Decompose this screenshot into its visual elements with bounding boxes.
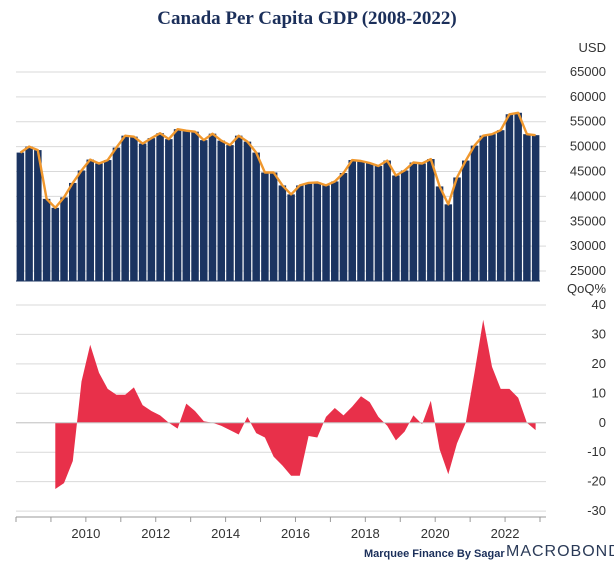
gdp-bar — [165, 139, 173, 281]
x-tick-label: 2014 — [211, 526, 240, 541]
gdp-bar — [121, 135, 129, 281]
gdp-bar — [95, 163, 103, 281]
gdp-bar — [261, 172, 269, 281]
gdp-bar — [418, 163, 426, 281]
gdp-bar — [173, 129, 182, 281]
gdp-bar — [470, 145, 479, 281]
gdp-bar — [365, 163, 374, 281]
gdp-bar — [322, 185, 330, 281]
gdp-line — [19, 111, 536, 210]
gdp-bar — [427, 159, 435, 281]
gdp-bar — [296, 185, 304, 281]
gdp-bar — [304, 182, 313, 281]
gdp-bar — [69, 182, 77, 281]
gdp-bar — [462, 160, 470, 281]
gdp-bar — [156, 133, 164, 281]
gdp-bar — [77, 170, 86, 281]
bottom-y-tick-label: 10 — [592, 385, 606, 400]
gdp-bar — [16, 152, 25, 281]
gdp-bar — [60, 197, 68, 281]
gdp-bar — [112, 147, 121, 281]
top-y-tick-label: 40000 — [570, 188, 606, 203]
top-panel-unit-label: USD — [579, 40, 606, 55]
bottom-y-tick-label: -20 — [587, 474, 606, 489]
chart-title: Canada Per Capita GDP (2008-2022) — [157, 8, 457, 29]
gdp-bar — [531, 135, 540, 281]
gdp-bar — [243, 141, 252, 281]
gdp-bar — [34, 150, 42, 281]
gdp-bar — [147, 138, 156, 281]
gdp-bar — [383, 160, 391, 281]
gdp-bar — [435, 186, 444, 281]
gdp-bar — [86, 159, 94, 281]
top-y-tick-label: 50000 — [570, 139, 606, 154]
bottom-panel-area — [16, 319, 546, 489]
gdp-bar — [514, 112, 522, 281]
gdp-bar — [400, 170, 409, 281]
gdp-bar — [496, 130, 505, 281]
qoq-area — [55, 319, 536, 489]
gdp-bar — [226, 145, 234, 281]
gdp-bar — [479, 135, 487, 281]
gdp-bar — [191, 131, 199, 281]
gdp-bar — [103, 160, 112, 281]
x-axis: 2010 2012 2014 2016 2018 2020 2022 — [15, 516, 546, 541]
x-tick-label: 2016 — [281, 526, 310, 541]
top-y-tick-label: 25000 — [570, 263, 606, 278]
gdp-bar — [138, 143, 147, 281]
top-y-tick-label: 45000 — [570, 164, 606, 179]
x-tick-label: 2018 — [351, 526, 380, 541]
gdp-bar — [348, 160, 356, 281]
bottom-panel-y-axis: -30 -20 -10 0 10 20 30 40 — [587, 297, 606, 518]
top-y-tick-label: 35000 — [570, 213, 606, 228]
bottom-y-tick-label: 0 — [599, 415, 606, 430]
x-tick-label: 2010 — [71, 526, 100, 541]
top-y-tick-label: 30000 — [570, 238, 606, 253]
gdp-bar — [278, 185, 287, 281]
gdp-bar — [339, 172, 348, 281]
bottom-y-tick-label: -10 — [587, 444, 606, 459]
bottom-y-tick-label: -30 — [587, 503, 606, 518]
bottom-y-tick-label: 40 — [592, 297, 606, 312]
bottom-panel-unit-label: QoQ% — [567, 281, 606, 296]
gdp-bar — [505, 114, 514, 282]
gdp-bar — [392, 175, 400, 281]
top-panel-y-axis: 25000 30000 35000 40000 45000 50000 55000 60000… — [570, 64, 606, 278]
gdp-bar — [25, 146, 33, 281]
bottom-y-tick-label: 20 — [592, 356, 606, 371]
gdp-bar — [252, 152, 260, 281]
gdp-bar — [182, 130, 191, 281]
top-y-tick-label: 65000 — [570, 64, 606, 79]
gdp-bar — [444, 204, 453, 281]
gdp-bar — [374, 166, 383, 281]
gdp-bar — [409, 162, 418, 281]
gdp-bar — [130, 136, 138, 281]
macrobond-logo: MACROBOND — [506, 543, 614, 560]
gdp-bar — [488, 134, 496, 281]
top-y-tick-label: 60000 — [570, 89, 606, 104]
gdp-bar — [234, 135, 243, 281]
gdp-bar — [42, 198, 51, 281]
gdp-bar — [331, 181, 339, 281]
gdp-bar — [217, 140, 225, 281]
gdp-bar — [523, 134, 531, 281]
x-tick-label: 2020 — [421, 526, 450, 541]
gdp-bar — [287, 194, 295, 281]
gdp-bar — [269, 172, 278, 281]
x-tick-label: 2012 — [141, 526, 170, 541]
gdp-bar — [200, 140, 208, 281]
gdp-bar — [208, 133, 217, 281]
gdp-bar — [453, 177, 461, 281]
gdp-bar — [357, 161, 365, 281]
gdp-bar — [51, 207, 60, 281]
credit-text: Marquee Finance By Sagar — [364, 548, 505, 560]
gdp-bar — [313, 182, 322, 281]
top-y-tick-label: 55000 — [570, 114, 606, 129]
bottom-y-tick-label: 30 — [592, 326, 606, 341]
top-panel-bars — [16, 112, 540, 282]
x-tick-label: 2022 — [491, 526, 520, 541]
top-panel-line — [19, 111, 536, 210]
